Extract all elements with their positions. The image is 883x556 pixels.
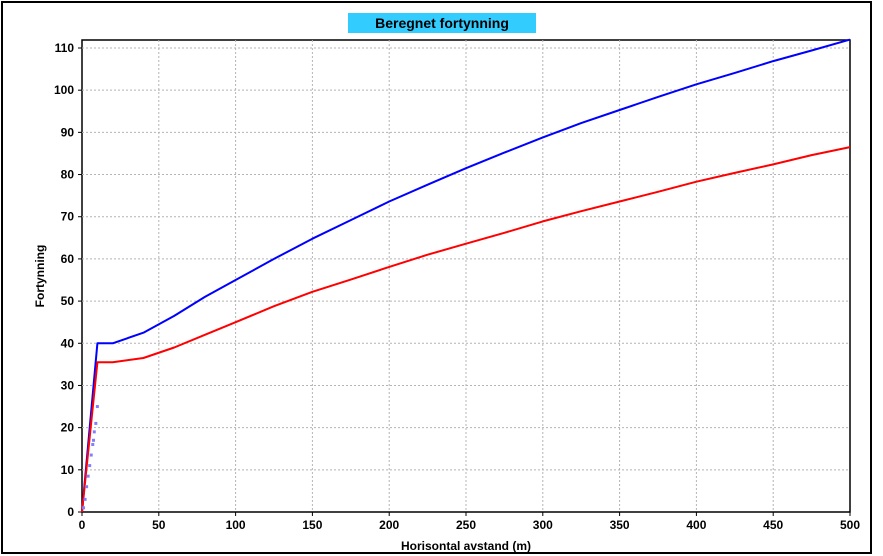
y-tick-label: 60: [61, 252, 75, 266]
scatter-point: [95, 405, 99, 409]
y-tick-label: 70: [61, 210, 75, 224]
scatter-point: [94, 421, 98, 425]
x-tick-label: 200: [379, 518, 399, 532]
series-line-2: [81, 146, 851, 513]
y-axis-label: Fortynning: [33, 245, 47, 308]
x-tick-label: 500: [840, 518, 860, 532]
x-tick-label: 250: [456, 518, 476, 532]
x-axis-label: Horisontal avstand (m): [401, 539, 531, 553]
chart-title: Beregnet fortynning: [375, 15, 509, 31]
x-tick-labels: 0 50 100 150 200 250 300 350 400 450 500: [79, 518, 861, 532]
x-tick-label: 350: [610, 518, 630, 532]
scatter-point: [85, 485, 89, 489]
x-tick-label: 300: [533, 518, 553, 532]
x-tick-label: 50: [152, 518, 166, 532]
y-tick-label: 100: [54, 83, 74, 97]
grid-lines: [82, 40, 850, 512]
scatter-point: [86, 474, 90, 478]
y-tick-label: 50: [61, 294, 75, 308]
x-tick-label: 400: [686, 518, 706, 532]
scatter-point: [92, 430, 96, 434]
y-tick-label: 90: [61, 125, 75, 139]
scatter-point: [89, 453, 93, 457]
y-tick-label: 20: [61, 421, 75, 435]
scatter-point: [91, 443, 95, 447]
x-tick-label: 0: [79, 518, 86, 532]
y-tick-label: 10: [61, 463, 75, 477]
axis-ticks: [78, 47, 851, 516]
x-tick-label: 450: [763, 518, 783, 532]
chart-title-background: [348, 13, 536, 33]
y-tick-label: 0: [67, 505, 74, 519]
y-tick-label: 80: [61, 168, 75, 182]
x-tick-label: 150: [302, 518, 322, 532]
y-tick-label: 30: [61, 378, 75, 392]
scatter-point: [88, 464, 92, 468]
y-tick-label: 110: [55, 41, 75, 55]
x-tick-label: 100: [226, 518, 246, 532]
scatter-point: [83, 497, 87, 501]
series-layer: [81, 38, 851, 513]
scatter-point: [92, 438, 96, 442]
y-tick-label: 40: [61, 336, 75, 350]
scatter-points-layer: [82, 405, 99, 510]
scatter-point: [82, 506, 86, 510]
series-line-1: [81, 38, 851, 513]
y-tick-labels: 0 10 20 30 40 50 60 70 80 90 100 110: [54, 41, 74, 519]
